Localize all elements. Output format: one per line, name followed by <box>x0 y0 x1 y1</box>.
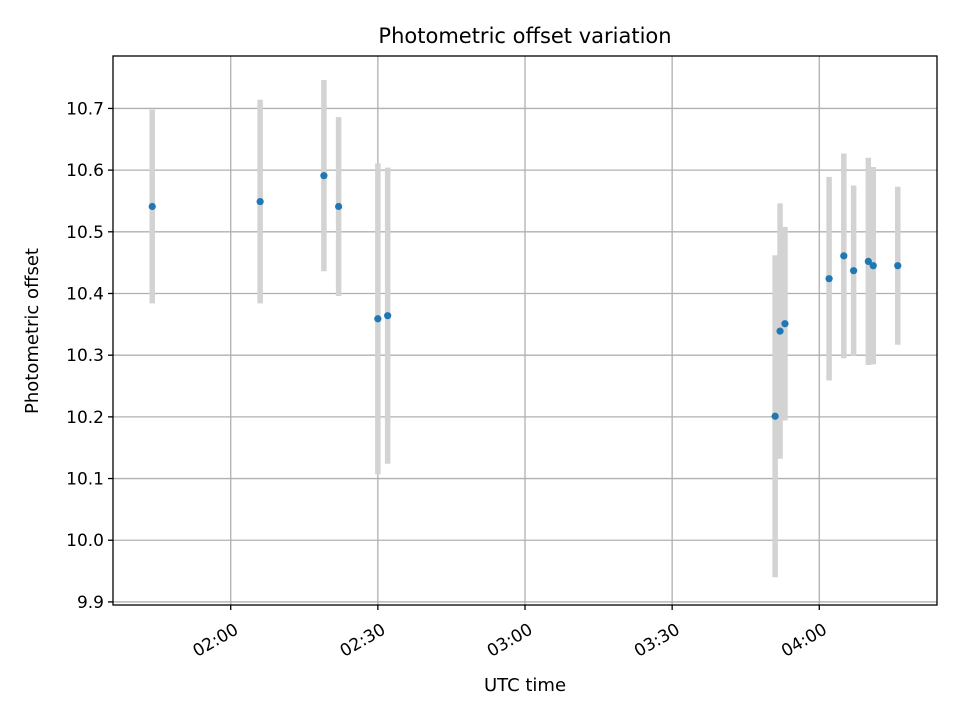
data-point <box>825 275 833 283</box>
x-axis-label: UTC time <box>484 675 566 696</box>
data-point <box>771 412 779 420</box>
data-point <box>869 262 877 270</box>
data-point <box>840 252 848 260</box>
point-layer <box>148 172 902 420</box>
tick-layer: 9.9 10.0 10.1 10.2 10.3 10.4 10.5 10.6 10.7 02:00… <box>66 99 830 661</box>
y-tick-label: 10.1 <box>66 470 104 490</box>
data-point <box>148 202 156 211</box>
data-point <box>850 267 858 275</box>
x-tick-label: 02:00 <box>190 620 242 662</box>
y-tick-label: 10.7 <box>66 99 104 119</box>
data-point <box>256 197 264 206</box>
grid-layer <box>113 56 937 605</box>
y-tick-label: 9.9 <box>77 593 104 613</box>
y-tick-label: 10.5 <box>66 223 104 243</box>
y-tick-label: 10.3 <box>66 346 104 366</box>
y-tick-label: 10.6 <box>66 161 104 181</box>
data-point <box>781 320 789 328</box>
y-axis-label: Photometric offset <box>22 248 43 414</box>
data-point <box>384 312 392 320</box>
data-point <box>320 172 328 180</box>
x-tick-label: 03:30 <box>631 620 683 662</box>
x-tick-label: 03:00 <box>484 620 536 662</box>
x-tick-label: 02:30 <box>337 620 389 662</box>
y-tick-label: 10.2 <box>66 408 104 428</box>
data-point <box>335 202 343 211</box>
x-tick-label: 04:00 <box>778 620 830 662</box>
y-tick-label: 10.0 <box>66 531 104 551</box>
data-point <box>374 315 382 323</box>
chart-title: Photometric offset variation <box>378 24 671 48</box>
data-point <box>776 327 784 335</box>
y-tick-label: 10.4 <box>66 284 104 304</box>
data-point <box>894 262 902 270</box>
data-point <box>864 257 872 266</box>
